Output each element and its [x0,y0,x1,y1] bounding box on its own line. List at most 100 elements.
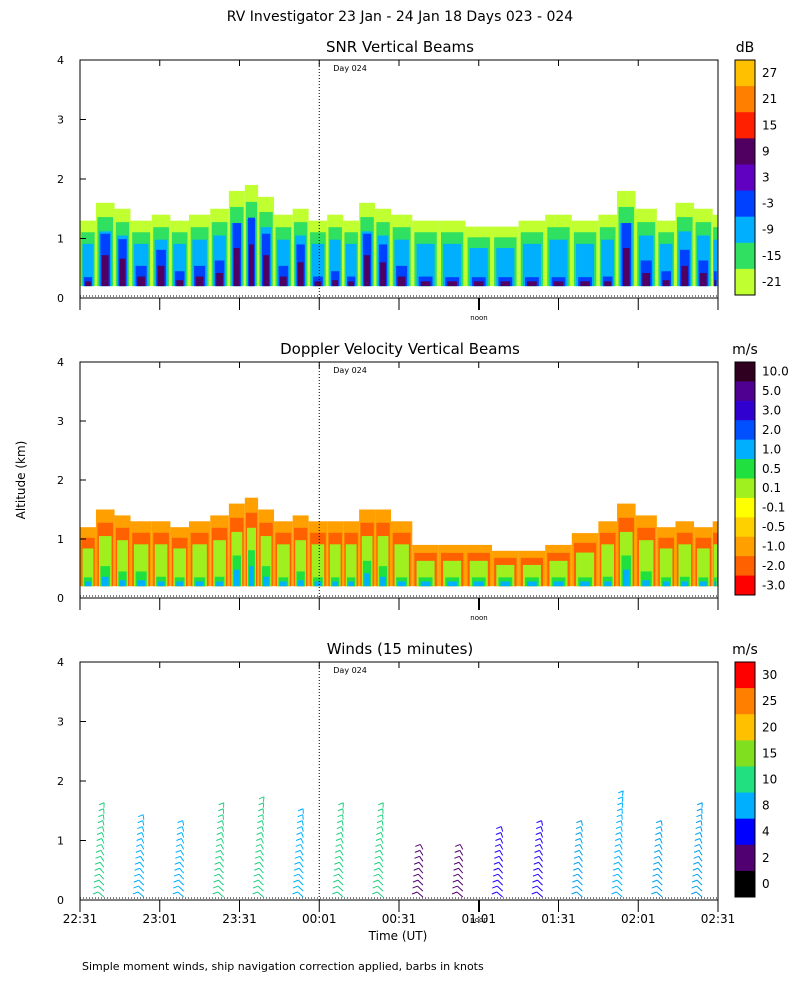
wind-barb-flag [98,814,104,818]
wind-barb [338,867,344,874]
wind-barb-flag [336,820,343,824]
wind-barb-flag [374,855,380,859]
wind-barb [180,844,185,850]
wind-barb-flag [652,873,658,877]
x-axis-label: Time (UT) [368,929,428,943]
colorbar-label: 21 [762,92,777,106]
wind-barb [620,820,623,826]
wind-barb-flag [253,879,259,883]
heatmap-cell [447,281,457,287]
heatmap-cell [313,276,323,287]
wind-barb [700,820,703,826]
wind-barb [341,820,344,826]
wind-barb-flag [452,885,458,889]
wind-barb [656,885,663,892]
heatmap-cell [601,544,615,587]
wind-barb [260,844,264,850]
wind-barb [580,832,583,838]
y-tick-label: 2 [57,173,64,186]
wind-barb-flag [215,849,221,853]
wind-barb-flag [534,843,541,847]
wind-barb [177,885,185,892]
wind-barb [658,850,663,856]
wind-barb [458,867,464,874]
noon-label: noon [470,314,487,322]
heatmap-cell [311,544,325,587]
heatmap-cell [332,581,339,587]
colorbar-label: -3 [762,197,774,211]
wind-barb [142,814,145,820]
wind-barb-flag [651,885,657,889]
colorbar-label: 3.0 [762,404,781,418]
heatmap-cell [553,581,564,587]
wind-barb-flag [258,802,264,806]
colorbar-swatch [735,190,755,218]
wind-barb [222,814,225,820]
wind-barb-flag [377,814,383,818]
heatmap-cell [176,581,184,587]
heatmap-cell [296,571,305,587]
wind-barb-flag [332,879,339,883]
wind-barb-flag [98,802,105,806]
heatmap-cell [233,248,240,287]
colorbar-label: -0.5 [762,520,785,534]
wind-barb-flag [694,838,701,841]
wind-barb-flag [495,838,501,841]
wind-barb-flag [651,891,657,895]
wind-barb-flag [531,891,537,895]
colorbar-swatch [735,459,755,479]
heatmap-cell [101,576,109,587]
wind-barb [656,891,663,898]
wind-barb [300,844,304,850]
wind-barb-flag [651,879,658,883]
colorbar-swatch [735,714,755,741]
heatmap-cell [642,273,651,287]
wind-barb-flag [135,855,141,859]
heatmap-cell [345,544,357,587]
heatmap-cell [194,265,206,287]
wind-barb-flag [575,826,582,830]
wind-barb [536,891,543,898]
wind-barb [496,891,504,898]
wind-barb-flag [134,867,140,871]
y-tick-label: 2 [57,474,64,487]
wind-barb-flag [94,861,101,865]
wind-barb [578,850,583,856]
wind-barb [657,873,663,880]
y-tick-label: 2 [57,775,64,788]
heatmap-cell [447,581,457,587]
wind-barb [139,856,145,862]
colorbar-label: 20 [762,720,777,734]
noon-label: noon [470,614,487,622]
wind-barb-flag [177,820,183,824]
colorbar-unit: dB [736,40,755,56]
y-tick-label: 0 [57,292,64,305]
heatmap-cell [135,265,147,287]
heatmap-cell [260,536,272,587]
wind-barb [301,820,304,826]
colorbar-label: 3 [762,171,770,185]
wind-barb-flag [138,814,144,818]
wind-barb [138,873,145,880]
wind-barb [258,879,264,886]
heatmap-cell [500,281,511,287]
heatmap-cell [154,544,168,587]
wind-barb-flag [693,849,700,853]
wind-barb-flag [692,873,698,877]
wind-barb [337,879,344,886]
heatmap-cell [216,581,223,587]
wind-barb [219,856,224,862]
wind-barb-flag [376,820,383,824]
colorbar-swatch [735,517,755,538]
wind-barb-flag [618,790,624,794]
heatmap-cell [216,273,223,287]
colorbar-swatch [735,60,755,87]
wind-barb [97,891,105,898]
wind-barb [458,856,464,862]
wind-profile [172,820,185,898]
wind-barb-flag [212,891,218,895]
wind-barb-flag [297,820,303,824]
wind-barb [218,879,224,886]
wind-barb-flag [256,832,262,835]
wind-barb [700,826,703,832]
